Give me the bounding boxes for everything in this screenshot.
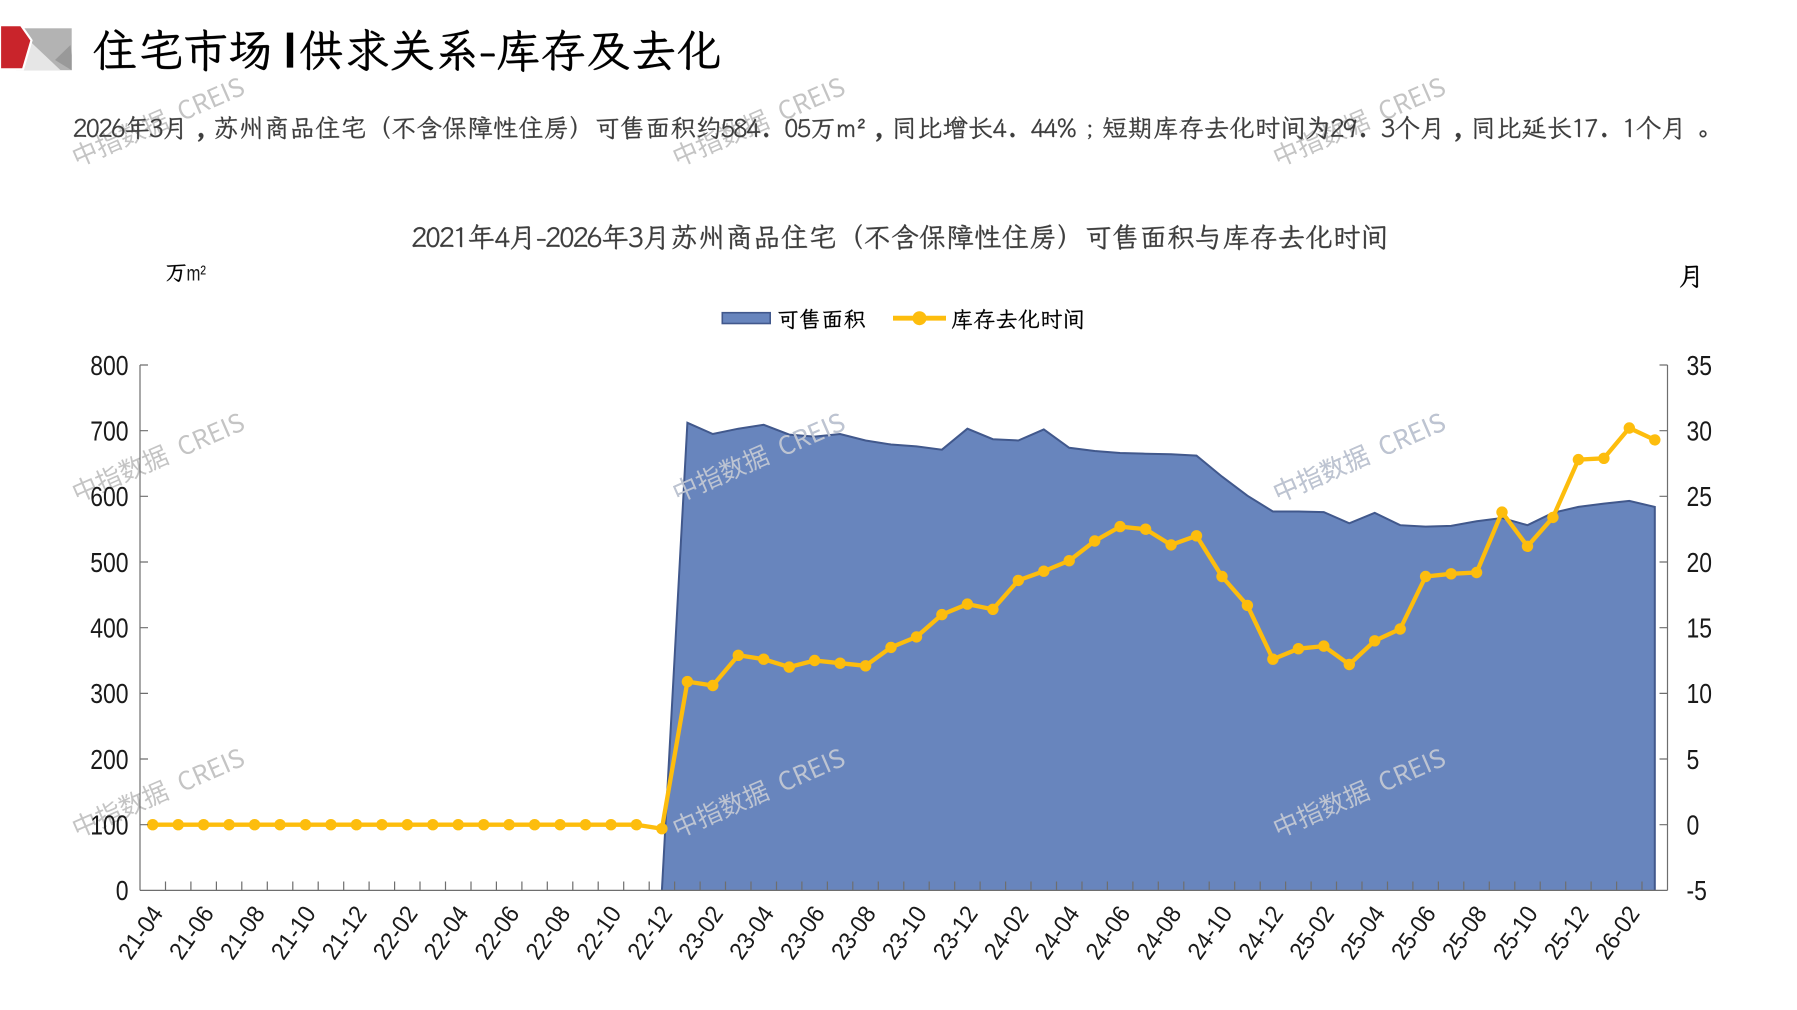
- svg-text:100: 100: [90, 810, 128, 841]
- svg-text:15: 15: [1687, 613, 1713, 644]
- svg-text:35: 35: [1687, 350, 1713, 381]
- svg-text:400: 400: [90, 613, 128, 644]
- svg-text:800: 800: [90, 350, 128, 381]
- svg-text:300: 300: [90, 678, 128, 709]
- svg-text:600: 600: [90, 481, 128, 512]
- svg-text:0: 0: [116, 875, 129, 906]
- svg-text:25: 25: [1687, 481, 1713, 512]
- svg-text:500: 500: [90, 547, 128, 578]
- svg-text:m²: m²: [187, 262, 207, 285]
- svg-text:700: 700: [90, 416, 128, 447]
- svg-text:-5: -5: [1687, 875, 1707, 906]
- svg-text:30: 30: [1687, 416, 1713, 447]
- svg-text:20: 20: [1687, 547, 1713, 578]
- svg-text:10: 10: [1687, 678, 1713, 709]
- svg-text:0: 0: [1687, 810, 1700, 841]
- svg-text:200: 200: [90, 744, 128, 775]
- svg-text:5: 5: [1687, 744, 1700, 775]
